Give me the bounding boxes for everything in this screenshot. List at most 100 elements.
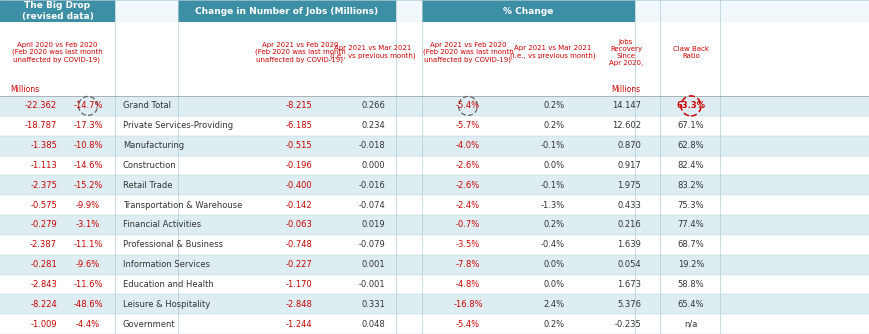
Text: -4.0%: -4.0% [455, 141, 480, 150]
Bar [0, 275, 869, 294]
Text: Apr 2021 vs Mar 2021
(i.e., vs previous month): Apr 2021 vs Mar 2021 (i.e., vs previous … [330, 45, 415, 59]
Text: -3.5%: -3.5% [455, 240, 480, 249]
Text: Apr 2021 vs Mar 2021
(i.e., vs previous month): Apr 2021 vs Mar 2021 (i.e., vs previous … [509, 45, 595, 59]
Text: -15.2%: -15.2% [73, 181, 103, 190]
Text: 0.019: 0.019 [361, 220, 385, 229]
Text: -11.1%: -11.1% [73, 240, 103, 249]
Text: 2.4%: 2.4% [543, 300, 564, 309]
Text: -0.4%: -0.4% [541, 240, 564, 249]
Text: -4.4%: -4.4% [76, 320, 100, 329]
Text: % Change: % Change [503, 6, 553, 15]
Text: 62.8%: 62.8% [677, 141, 704, 150]
Text: -5.4%: -5.4% [455, 102, 480, 111]
Text: -0.142: -0.142 [285, 201, 312, 209]
Text: Grand Total: Grand Total [123, 102, 171, 111]
Text: -0.001: -0.001 [358, 280, 385, 289]
Text: 1.975: 1.975 [616, 181, 640, 190]
Text: -0.400: -0.400 [285, 181, 312, 190]
Text: 82.4%: 82.4% [677, 161, 703, 170]
Text: -3.1%: -3.1% [76, 220, 100, 229]
Text: -1.3%: -1.3% [541, 201, 564, 209]
Text: -0.018: -0.018 [358, 141, 385, 150]
Text: -6.185: -6.185 [285, 121, 312, 130]
Text: -16.8%: -16.8% [453, 300, 482, 309]
Text: 63.3%: 63.3% [676, 102, 705, 111]
Text: 0.0%: 0.0% [543, 260, 564, 269]
Text: -0.016: -0.016 [358, 181, 385, 190]
Text: 1.673: 1.673 [616, 280, 640, 289]
Text: Construction: Construction [123, 161, 176, 170]
Text: -17.3%: -17.3% [73, 121, 103, 130]
Bar [0, 175, 869, 195]
Text: 0.234: 0.234 [361, 121, 385, 130]
Text: n/a: n/a [684, 320, 697, 329]
Bar [0, 116, 869, 136]
Text: 67.1%: 67.1% [677, 121, 704, 130]
Text: Education and Health: Education and Health [123, 280, 214, 289]
Text: Retail Trade: Retail Trade [123, 181, 172, 190]
Text: 65.4%: 65.4% [677, 300, 703, 309]
Text: 0.048: 0.048 [361, 320, 385, 329]
Text: 0.433: 0.433 [616, 201, 640, 209]
Text: -0.748: -0.748 [285, 240, 312, 249]
Text: Apr 2021 vs Feb 2020
(Feb 2020 was last month
unaffected by COVID-19): Apr 2021 vs Feb 2020 (Feb 2020 was last … [255, 41, 345, 62]
Text: -2.6%: -2.6% [455, 161, 480, 170]
Text: Professional & Business: Professional & Business [123, 240, 222, 249]
Bar [0, 0, 115, 22]
Text: 19.2%: 19.2% [677, 260, 703, 269]
Text: Jobs
Recovery
Since
Apr 2020,: Jobs Recovery Since Apr 2020, [608, 38, 642, 65]
Text: -0.079: -0.079 [358, 240, 385, 249]
Bar [0, 156, 869, 175]
Bar [421, 0, 634, 22]
Text: -0.196: -0.196 [285, 161, 312, 170]
Text: -0.279: -0.279 [30, 220, 57, 229]
Text: -2.6%: -2.6% [455, 181, 480, 190]
Text: The Big Drop
(revised data): The Big Drop (revised data) [22, 1, 93, 21]
Text: -18.787: -18.787 [24, 121, 57, 130]
Text: -1.009: -1.009 [30, 320, 57, 329]
Text: -10.8%: -10.8% [73, 141, 103, 150]
Text: April 2020 vs Feb 2020
(Feb 2020 was last month
unaffected by COVID-19): April 2020 vs Feb 2020 (Feb 2020 was las… [11, 41, 103, 62]
Text: Manufacturing: Manufacturing [123, 141, 184, 150]
Text: Financial Activities: Financial Activities [123, 220, 201, 229]
Bar [0, 82, 869, 96]
Text: Claw Back
Ratio: Claw Back Ratio [673, 45, 708, 58]
Text: 0.0%: 0.0% [543, 161, 564, 170]
Text: -0.515: -0.515 [285, 141, 312, 150]
Text: 0.000: 0.000 [361, 161, 385, 170]
Text: -2.848: -2.848 [285, 300, 312, 309]
Text: -48.6%: -48.6% [73, 300, 103, 309]
Text: -0.1%: -0.1% [541, 181, 564, 190]
Text: -7.8%: -7.8% [455, 260, 480, 269]
Bar [0, 255, 869, 275]
Text: 0.001: 0.001 [361, 260, 385, 269]
Text: -11.6%: -11.6% [73, 280, 103, 289]
Text: -5.7%: -5.7% [455, 121, 480, 130]
Text: Apr 2021 vs Feb 2020
(Feb 2020 was last month
unaffected by COVID-19): Apr 2021 vs Feb 2020 (Feb 2020 was last … [422, 41, 513, 62]
Text: 0.331: 0.331 [361, 300, 385, 309]
Text: Government: Government [123, 320, 176, 329]
Text: 0.216: 0.216 [616, 220, 640, 229]
Text: 12.602: 12.602 [611, 121, 640, 130]
Text: -8.224: -8.224 [30, 300, 57, 309]
Text: 14.147: 14.147 [611, 102, 640, 111]
Bar [0, 215, 869, 235]
Text: -14.7%: -14.7% [73, 102, 103, 111]
Text: -0.1%: -0.1% [541, 141, 564, 150]
Text: -1.385: -1.385 [30, 141, 57, 150]
Text: Transportation & Warehouse: Transportation & Warehouse [123, 201, 242, 209]
Text: Millions: Millions [611, 85, 640, 94]
Text: 68.7%: 68.7% [677, 240, 704, 249]
Text: 75.3%: 75.3% [677, 201, 704, 209]
Text: Millions: Millions [10, 85, 39, 94]
Bar [0, 96, 869, 116]
Text: 5.376: 5.376 [616, 300, 640, 309]
Text: -9.6%: -9.6% [76, 260, 100, 269]
Text: 0.870: 0.870 [616, 141, 640, 150]
Bar [0, 22, 869, 82]
Text: -1.244: -1.244 [285, 320, 312, 329]
Text: -5.4%: -5.4% [455, 320, 480, 329]
Text: -0.7%: -0.7% [455, 220, 480, 229]
Text: -22.362: -22.362 [25, 102, 57, 111]
Text: 0.0%: 0.0% [543, 280, 564, 289]
